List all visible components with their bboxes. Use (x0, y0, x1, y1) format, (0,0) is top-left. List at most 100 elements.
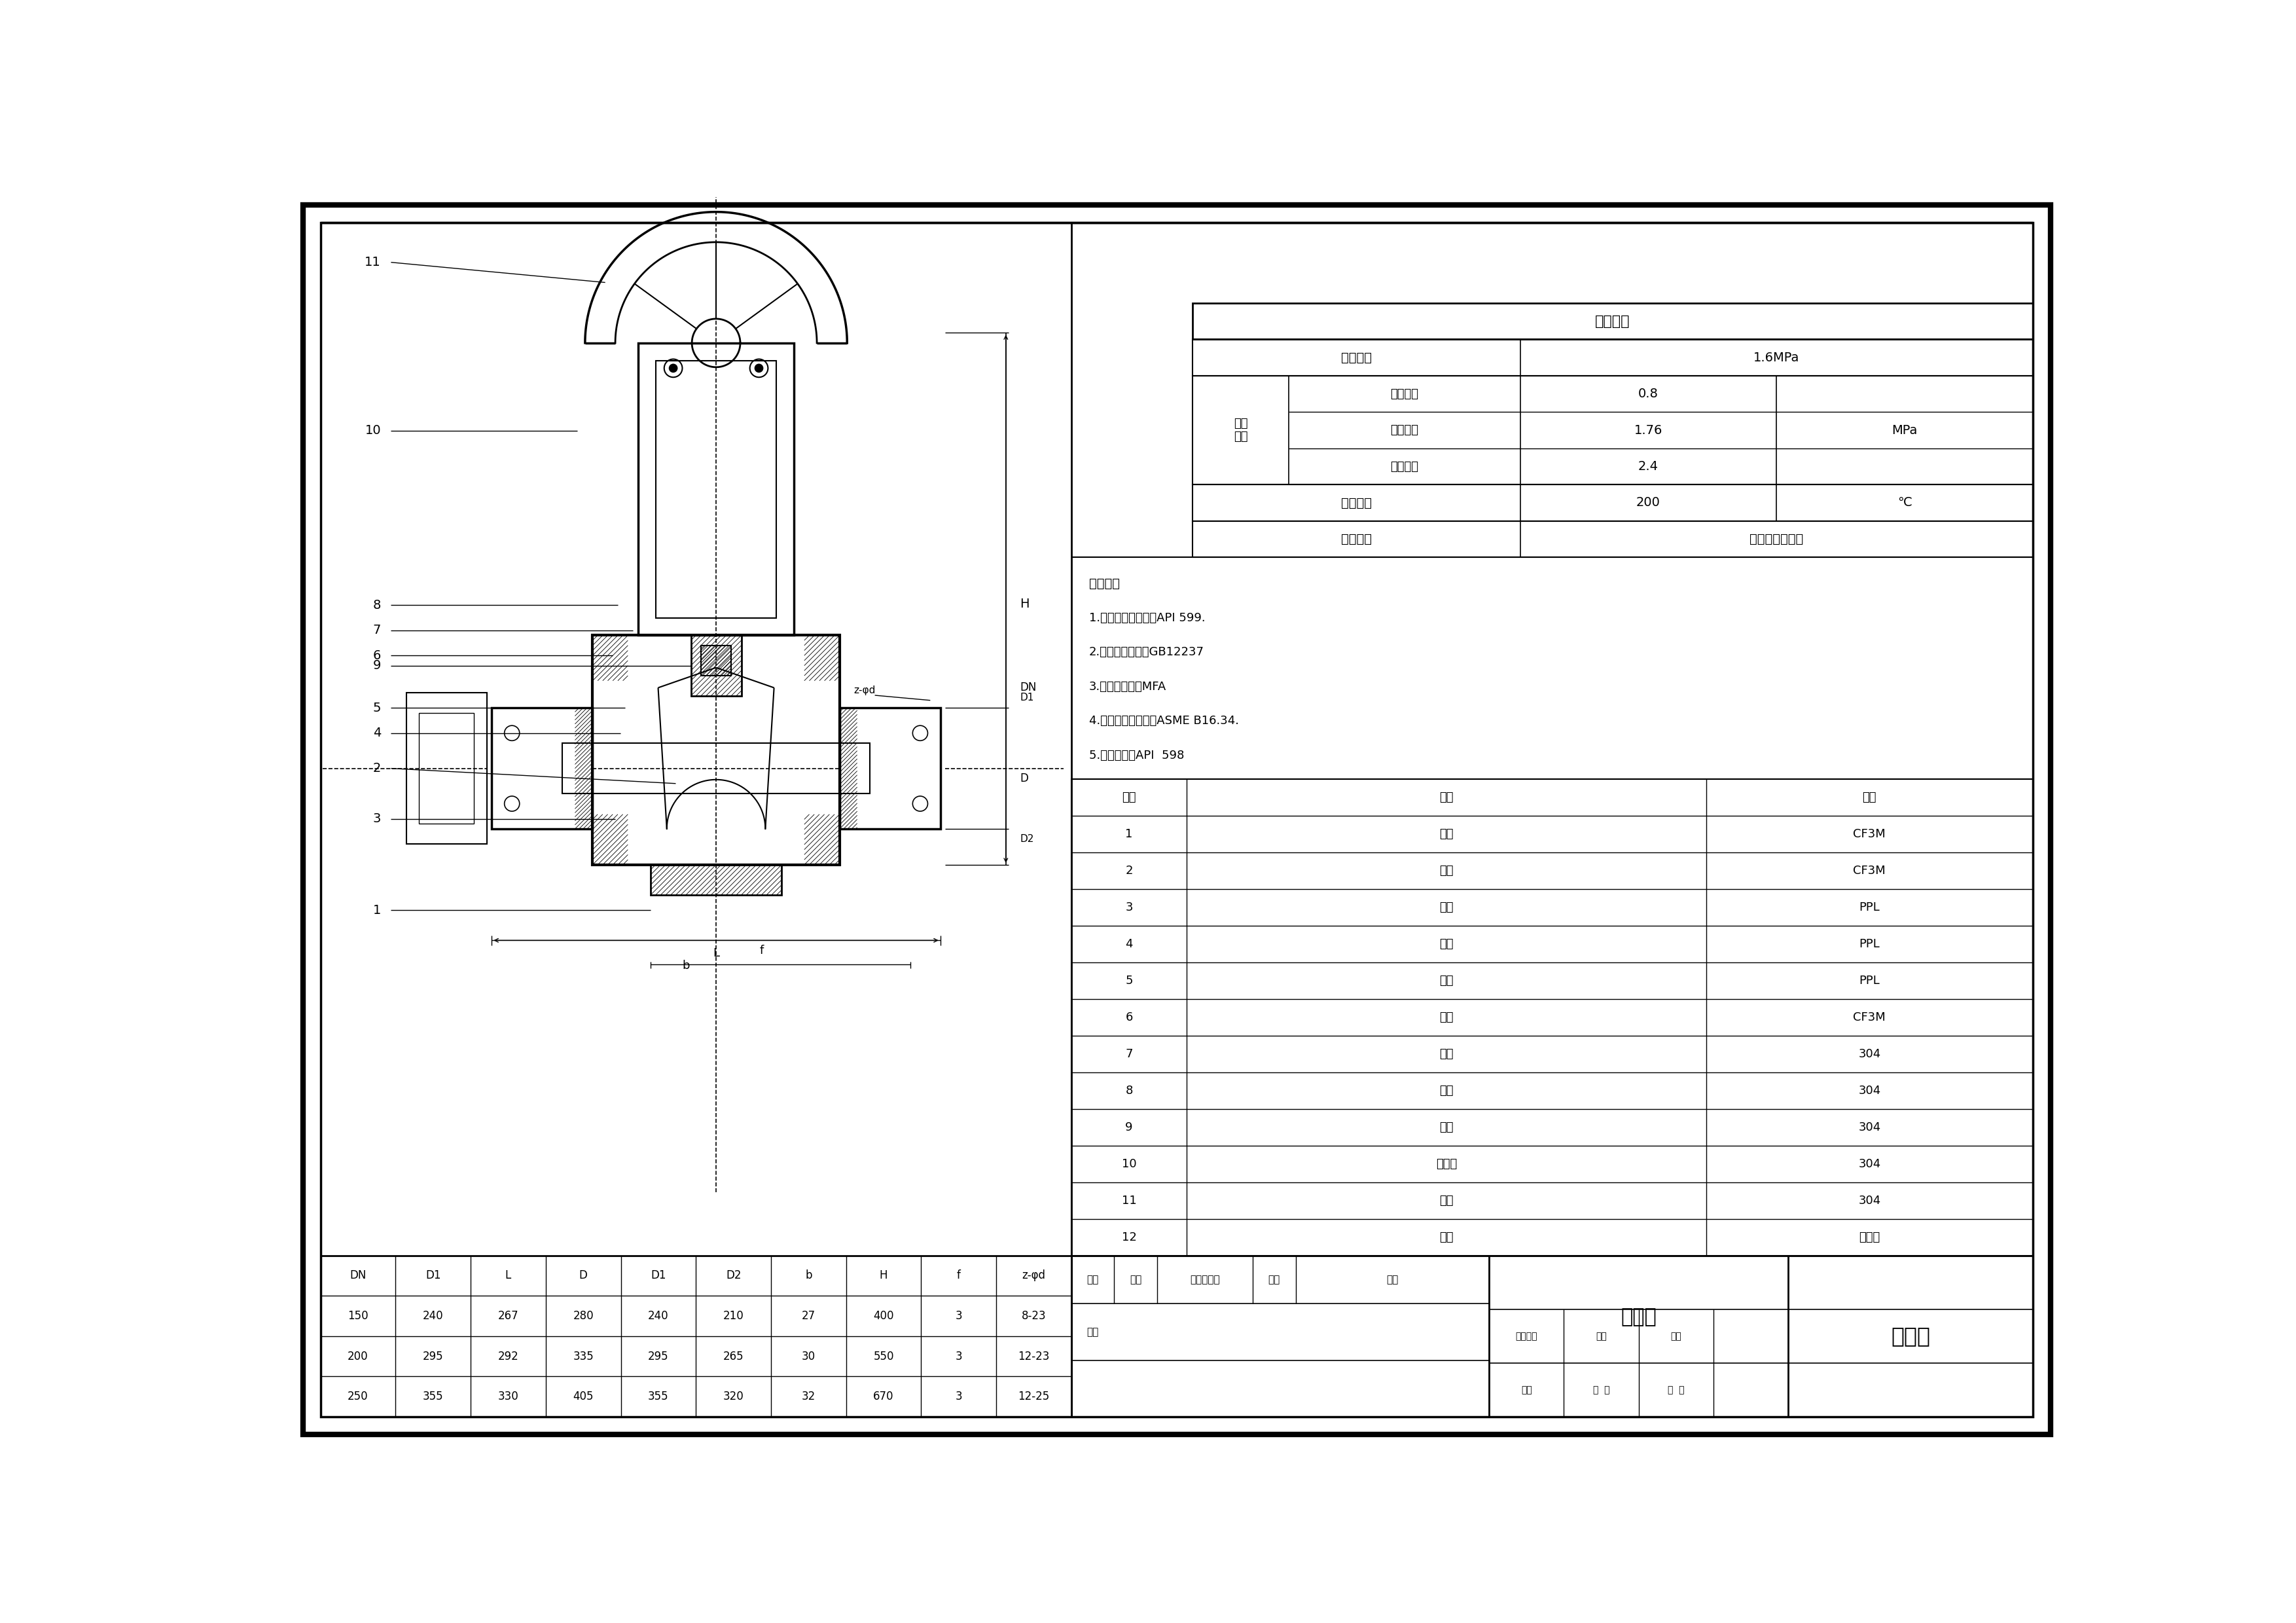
Text: 1.设计和制造根据：API 599.: 1.设计和制造根据：API 599. (1088, 612, 1205, 623)
Text: 3: 3 (372, 813, 381, 824)
Text: D: D (1019, 773, 1029, 784)
Text: z-φd: z-φd (1022, 1269, 1045, 1282)
Text: 蜗轮: 蜗轮 (1440, 1232, 1453, 1243)
Text: 水、蒸汽、油品: 水、蒸汽、油品 (1750, 532, 1802, 545)
Text: 2.端法兰尺寸按：GB12237: 2.端法兰尺寸按：GB12237 (1088, 646, 1203, 659)
Text: 性能规范: 性能规范 (1596, 315, 1630, 328)
Text: 9: 9 (372, 659, 381, 672)
Text: 5.压力测试：API  598: 5.压力测试：API 598 (1088, 750, 1185, 761)
Text: 8: 8 (1125, 1084, 1132, 1097)
Text: 适用介质: 适用介质 (1341, 532, 1371, 545)
Bar (1192, 339, 2032, 377)
Text: DN: DN (349, 1269, 367, 1282)
Text: 1: 1 (1125, 828, 1132, 839)
Text: 265: 265 (723, 1350, 744, 1362)
Text: 9: 9 (1125, 1121, 1132, 1133)
Text: D1: D1 (650, 1269, 666, 1282)
Text: 旋塞: 旋塞 (1440, 865, 1453, 876)
Bar (563, 743, 592, 794)
Text: 304: 304 (1857, 1121, 1880, 1133)
Text: 图样标记: 图样标记 (1515, 1331, 1538, 1341)
Text: 2: 2 (372, 763, 381, 774)
Text: 旋塞阀: 旋塞阀 (1892, 1326, 1931, 1347)
Text: 10: 10 (365, 425, 381, 437)
Text: 序号: 序号 (1123, 792, 1137, 803)
Text: 装配图: 装配图 (1621, 1307, 1655, 1326)
Text: 日期: 日期 (1387, 1274, 1398, 1284)
Text: b: b (806, 1269, 813, 1282)
Text: 3: 3 (1125, 901, 1132, 914)
Text: 比例: 比例 (1671, 1331, 1681, 1341)
Text: 32: 32 (801, 1391, 815, 1402)
Text: 292: 292 (498, 1350, 519, 1362)
Text: PPL: PPL (1860, 938, 1880, 949)
Text: ℃: ℃ (1896, 497, 1913, 510)
Text: CF3M: CF3M (1853, 865, 1885, 876)
Text: 304: 304 (1857, 1157, 1880, 1170)
Text: 4: 4 (372, 727, 381, 740)
Text: 405: 405 (574, 1391, 595, 1402)
Text: b: b (682, 959, 689, 972)
Text: 连接套: 连接套 (1435, 1157, 1458, 1170)
Text: 295: 295 (422, 1350, 443, 1362)
Text: 共  张: 共 张 (1593, 1386, 1609, 1394)
Text: 7: 7 (372, 625, 381, 636)
Text: 8-23: 8-23 (1022, 1310, 1047, 1321)
Text: 330: 330 (498, 1391, 519, 1402)
Text: 8: 8 (372, 599, 381, 612)
Text: 11: 11 (365, 256, 381, 268)
Text: 12: 12 (1120, 1232, 1137, 1243)
Text: 335: 335 (574, 1350, 595, 1362)
Text: 5: 5 (372, 701, 381, 714)
Text: 垫片: 垫片 (1440, 938, 1453, 949)
Text: 12-23: 12-23 (1017, 1350, 1049, 1362)
Text: 240: 240 (647, 1310, 668, 1321)
Text: 280: 280 (574, 1310, 595, 1321)
Text: 技术要求: 技术要求 (1088, 578, 1120, 591)
Text: 240: 240 (422, 1310, 443, 1321)
Text: 1: 1 (372, 904, 381, 917)
Text: 更改文件号: 更改文件号 (1189, 1274, 1219, 1284)
Bar (321, 1256, 1072, 1417)
Text: H: H (879, 1269, 889, 1282)
Bar (691, 635, 742, 696)
Text: 第  张: 第 张 (1667, 1386, 1685, 1394)
Text: D1: D1 (425, 1269, 441, 1282)
Text: 6: 6 (1125, 1011, 1132, 1022)
Text: 11: 11 (1123, 1195, 1137, 1206)
Text: 材质: 材质 (1862, 792, 1876, 803)
Bar (840, 708, 941, 829)
Text: CF3M: CF3M (1853, 1011, 1885, 1022)
Text: DN: DN (1019, 682, 1035, 693)
Text: 3.结构长度按：MFA: 3.结构长度按：MFA (1088, 680, 1166, 693)
Text: 压盖: 压盖 (1440, 1121, 1453, 1133)
Text: 组合件: 组合件 (1860, 1232, 1880, 1243)
Text: 重量: 重量 (1596, 1331, 1607, 1341)
Text: 阀座: 阀座 (1440, 901, 1453, 914)
Text: 阀体: 阀体 (1440, 828, 1453, 839)
Text: 10: 10 (1123, 1157, 1137, 1170)
Bar (418, 712, 475, 824)
Text: 公称压力: 公称压力 (1341, 351, 1371, 364)
Circle shape (755, 364, 762, 372)
Text: 标记: 标记 (1086, 1274, 1100, 1284)
Text: D: D (579, 1269, 588, 1282)
Bar (638, 342, 794, 635)
Text: 空气试验: 空气试验 (1391, 388, 1419, 399)
Text: 阀盖: 阀盖 (1440, 1011, 1453, 1022)
Text: 4.压力温度基准按：ASME B16.34.: 4.压力温度基准按：ASME B16.34. (1088, 716, 1240, 727)
Text: 3: 3 (955, 1350, 962, 1362)
Text: 适用温度: 适用温度 (1341, 497, 1371, 510)
Text: 550: 550 (872, 1350, 893, 1362)
Text: 3: 3 (955, 1391, 962, 1402)
Text: 签字: 签字 (1267, 1274, 1281, 1284)
Bar (1192, 304, 2032, 339)
Text: 670: 670 (872, 1391, 893, 1402)
Text: 测试
压力: 测试 压力 (1233, 417, 1247, 443)
Text: 3: 3 (955, 1310, 962, 1321)
Text: H: H (1019, 597, 1029, 610)
Text: 5: 5 (1125, 975, 1132, 987)
Text: 0.8: 0.8 (1639, 388, 1658, 401)
Circle shape (668, 364, 677, 372)
Bar (592, 635, 840, 865)
